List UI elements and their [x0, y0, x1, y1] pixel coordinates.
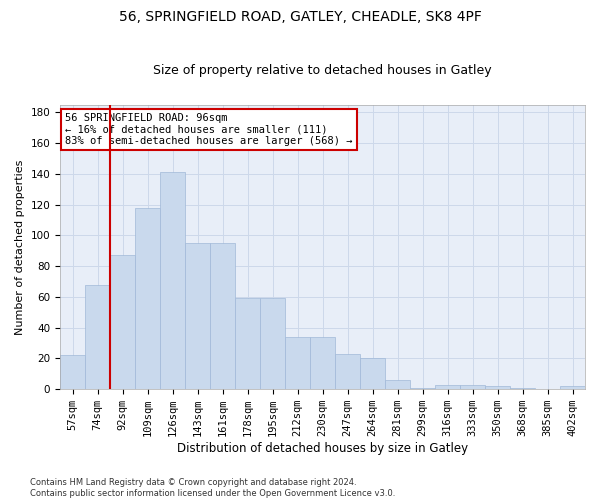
X-axis label: Distribution of detached houses by size in Gatley: Distribution of detached houses by size … — [177, 442, 468, 455]
Text: 56 SPRINGFIELD ROAD: 96sqm
← 16% of detached houses are smaller (111)
83% of sem: 56 SPRINGFIELD ROAD: 96sqm ← 16% of deta… — [65, 113, 353, 146]
Y-axis label: Number of detached properties: Number of detached properties — [15, 159, 25, 334]
Bar — [235, 298, 260, 389]
Bar — [485, 386, 510, 389]
Bar — [460, 384, 485, 389]
Bar — [210, 243, 235, 389]
Bar — [85, 284, 110, 389]
Text: 56, SPRINGFIELD ROAD, GATLEY, CHEADLE, SK8 4PF: 56, SPRINGFIELD ROAD, GATLEY, CHEADLE, S… — [119, 10, 481, 24]
Bar — [60, 356, 85, 389]
Bar — [410, 388, 435, 389]
Bar — [510, 388, 535, 389]
Bar — [560, 386, 585, 389]
Bar — [110, 256, 135, 389]
Bar — [385, 380, 410, 389]
Bar — [360, 358, 385, 389]
Bar — [185, 243, 210, 389]
Bar — [160, 172, 185, 389]
Text: Contains HM Land Registry data © Crown copyright and database right 2024.
Contai: Contains HM Land Registry data © Crown c… — [30, 478, 395, 498]
Title: Size of property relative to detached houses in Gatley: Size of property relative to detached ho… — [153, 64, 492, 77]
Bar — [310, 337, 335, 389]
Bar — [285, 337, 310, 389]
Bar — [335, 354, 360, 389]
Bar — [435, 384, 460, 389]
Bar — [260, 298, 285, 389]
Bar — [135, 208, 160, 389]
